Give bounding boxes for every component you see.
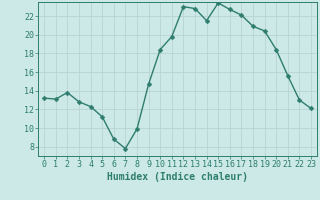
X-axis label: Humidex (Indice chaleur): Humidex (Indice chaleur) (107, 172, 248, 182)
